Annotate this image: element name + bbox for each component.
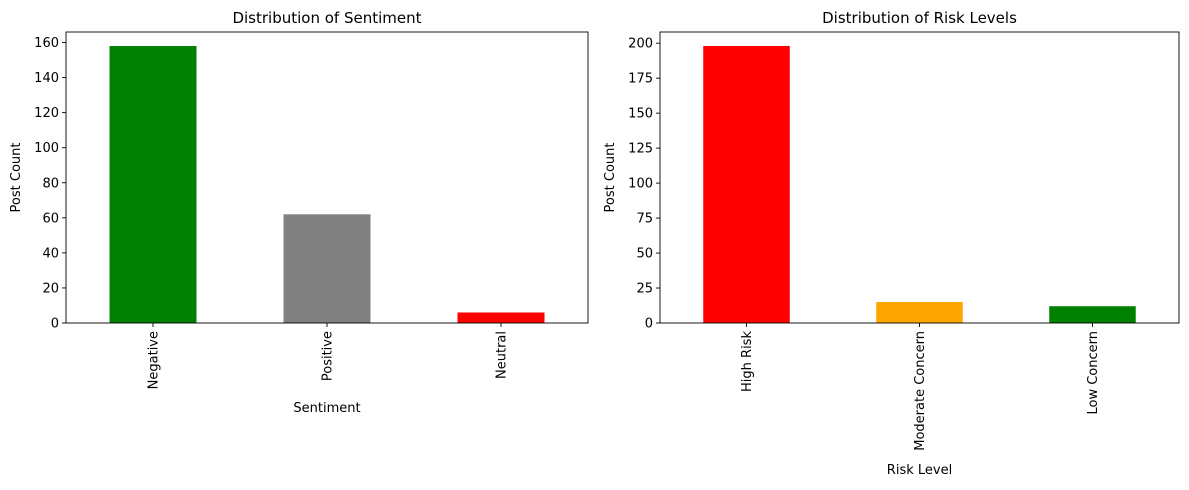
y-tick-label: 20 bbox=[42, 281, 59, 296]
x-axis-label: Sentiment bbox=[293, 401, 360, 416]
bar-low-concern bbox=[1049, 306, 1136, 323]
y-tick-label: 75 bbox=[636, 212, 653, 227]
bar-negative bbox=[109, 46, 197, 323]
y-tick-label: 50 bbox=[636, 247, 653, 262]
x-tick-label: Positive bbox=[321, 331, 336, 381]
y-tick-label: 160 bbox=[34, 36, 59, 51]
y-tick-label: 0 bbox=[51, 317, 59, 332]
x-tick-label: Low Concern bbox=[1086, 331, 1101, 415]
x-tick-label: High Risk bbox=[740, 331, 755, 392]
bar-moderate-concern bbox=[876, 302, 963, 323]
y-tick-label: 150 bbox=[628, 107, 653, 122]
y-tick-label: 100 bbox=[34, 141, 59, 156]
chart-title: Distribution of Sentiment bbox=[232, 9, 421, 27]
y-tick-label: 100 bbox=[628, 177, 653, 192]
bar-high-risk bbox=[703, 45, 790, 323]
y-tick-label: 120 bbox=[34, 106, 59, 121]
y-tick-label: 175 bbox=[628, 72, 653, 87]
y-tick-label: 40 bbox=[42, 246, 59, 261]
y-tick-label: 200 bbox=[628, 37, 653, 52]
x-tick-label: Moderate Concern bbox=[913, 331, 928, 451]
bar-neutral bbox=[457, 312, 545, 323]
x-tick-label: Negative bbox=[147, 331, 162, 389]
y-tick-label: 125 bbox=[628, 142, 653, 157]
y-axis-label: Post Count bbox=[603, 143, 618, 213]
y-axis-label: Post Count bbox=[9, 143, 24, 213]
y-tick-label: 0 bbox=[645, 317, 653, 332]
chart-title: Distribution of Risk Levels bbox=[822, 9, 1017, 27]
y-tick-label: 25 bbox=[636, 282, 653, 297]
y-tick-label: 60 bbox=[42, 211, 59, 226]
y-tick-label: 80 bbox=[42, 176, 59, 191]
x-tick-label: Neutral bbox=[495, 331, 510, 379]
x-axis-label: Risk Level bbox=[887, 463, 952, 478]
sentiment-chart: 0 20 40 60 80 100 120 140 160 Negative Positive Neu… bbox=[9, 9, 589, 416]
bar-positive bbox=[283, 214, 371, 323]
y-tick-label: 140 bbox=[34, 71, 59, 86]
risk-chart: 0 25 50 75 100 125 150 175 200 High Risk Moderate … bbox=[603, 9, 1180, 478]
